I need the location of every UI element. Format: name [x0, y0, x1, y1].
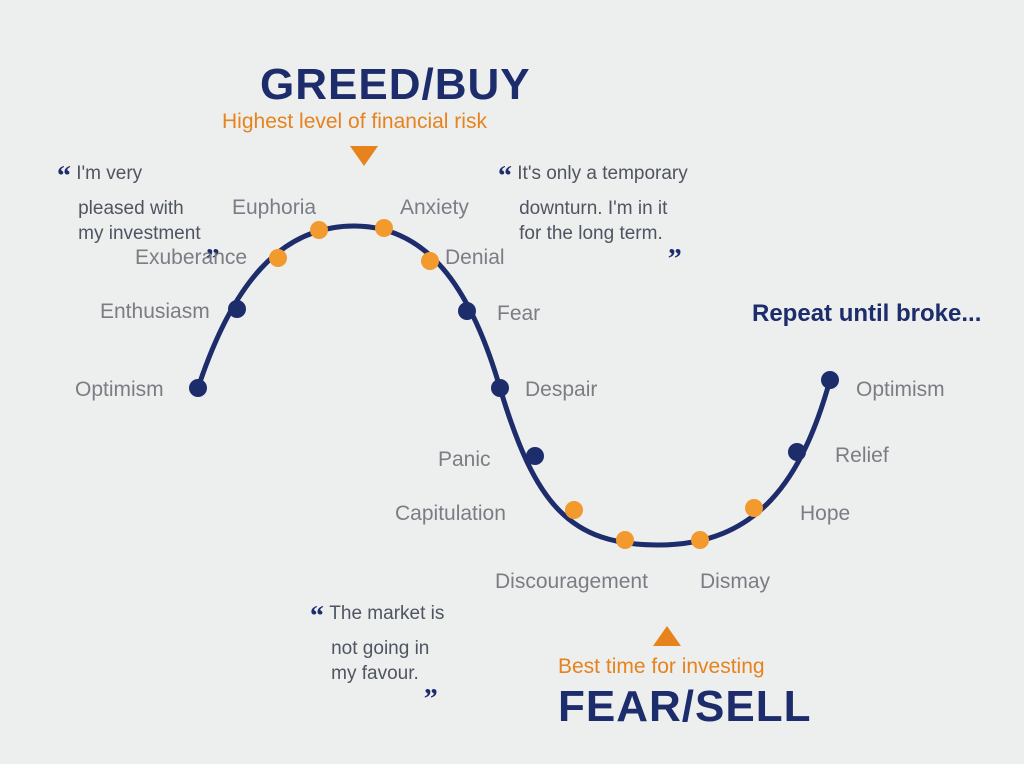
curve-point-7 — [491, 379, 509, 397]
point-label-anxiety: Anxiety — [400, 196, 469, 220]
quote-not-in-favour: “ The market is not going in my favour. … — [310, 598, 510, 704]
emotion-curve — [198, 226, 830, 545]
point-label-exuberance: Exuberance — [135, 246, 247, 270]
curve-point-9 — [565, 501, 583, 519]
curve-point-11 — [691, 531, 709, 549]
curve-point-10 — [616, 531, 634, 549]
point-label-despair: Despair — [525, 378, 597, 402]
arrow-down-icon — [350, 146, 378, 166]
arrow-up-icon — [653, 626, 681, 646]
curve-point-5 — [421, 252, 439, 270]
fear-sell-subtitle: Best time for investing — [558, 655, 765, 679]
point-label-panic: Panic — [438, 448, 491, 472]
quote-temporary-downturn: “ It's only a temporary downturn. I'm in… — [498, 158, 778, 264]
point-label-enthusiasm: Enthusiasm — [100, 300, 210, 324]
curve-point-3 — [310, 221, 328, 239]
greed-buy-title: GREED/BUY — [260, 60, 531, 110]
point-label-optimism: Optimism — [75, 378, 164, 402]
point-label-fear: Fear — [497, 302, 540, 326]
point-label-optimism: Optimism — [856, 378, 945, 402]
curve-markers — [189, 219, 839, 549]
curve-point-4 — [375, 219, 393, 237]
market-emotion-cycle-diagram: GREED/BUY Highest level of financial ris… — [0, 0, 1024, 764]
curve-point-13 — [788, 443, 806, 461]
curve-point-0 — [189, 379, 207, 397]
fear-sell-title: FEAR/SELL — [558, 682, 811, 732]
point-label-discouragement: Discouragement — [495, 570, 648, 594]
point-label-denial: Denial — [445, 246, 505, 270]
curve-point-2 — [269, 249, 287, 267]
point-label-relief: Relief — [835, 444, 889, 468]
curve-point-1 — [228, 300, 246, 318]
curve-point-8 — [526, 447, 544, 465]
point-label-dismay: Dismay — [700, 570, 770, 594]
repeat-until-broke: Repeat until broke... — [752, 300, 981, 328]
curve-point-6 — [458, 302, 476, 320]
point-label-hope: Hope — [800, 502, 850, 526]
point-label-capitulation: Capitulation — [395, 502, 506, 526]
point-label-euphoria: Euphoria — [232, 196, 316, 220]
curve-point-14 — [821, 371, 839, 389]
greed-buy-subtitle: Highest level of financial risk — [222, 110, 487, 134]
curve-point-12 — [745, 499, 763, 517]
